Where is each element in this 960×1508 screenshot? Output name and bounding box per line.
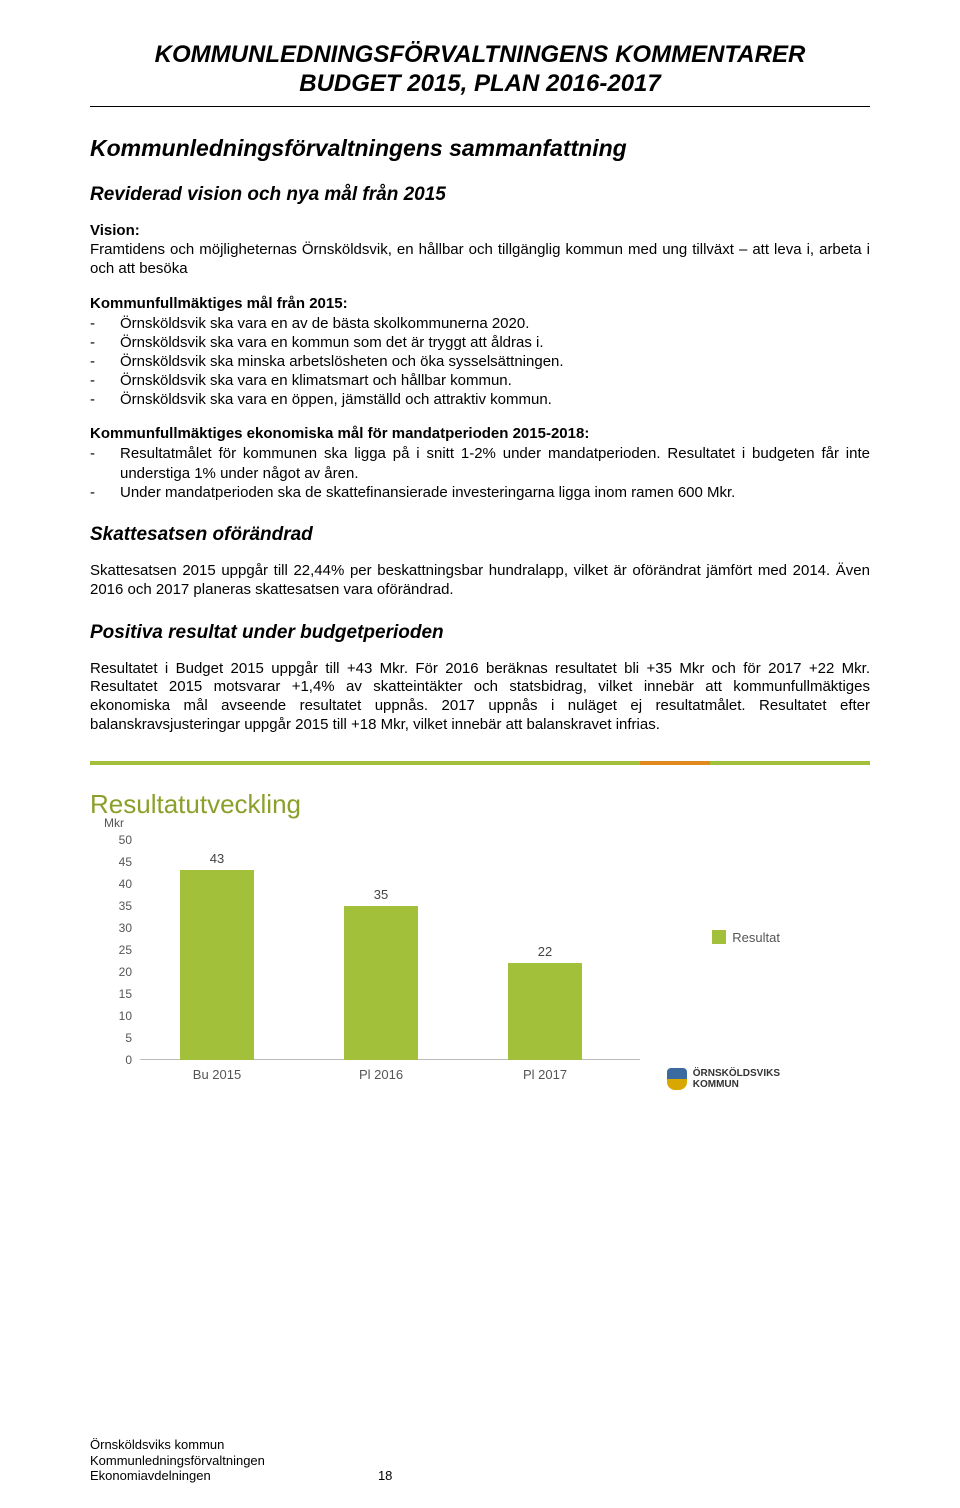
- bar-value-label: 43: [180, 851, 254, 866]
- y-tick-label: 45: [100, 855, 132, 869]
- logo-line2: KOMMUN: [693, 1079, 780, 1090]
- mal-label: Kommunfullmäktiges mål från 2015:: [90, 295, 870, 312]
- logo-line1: ÖRNSKÖLDSVIKS: [693, 1068, 780, 1079]
- y-tick-label: 5: [100, 1031, 132, 1045]
- page-title-line2: BUDGET 2015, PLAN 2016-2017: [90, 70, 870, 98]
- mal-list: -Örnsköldsvik ska vara en av de bästa sk…: [90, 314, 870, 410]
- x-tick-label: Pl 2016: [344, 1067, 418, 1082]
- x-tick-label: Pl 2017: [508, 1067, 582, 1082]
- bar-value-label: 22: [508, 944, 582, 959]
- chart-bar: 43Bu 2015: [180, 870, 254, 1059]
- page-title-line1: KOMMUNLEDNINGSFÖRVALTNINGENS KOMMENTARER: [90, 40, 870, 70]
- footer-line2: Kommunledningsförvaltningen: [90, 1453, 870, 1469]
- list-item: -Örnsköldsvik ska vara en öppen, jämstäl…: [90, 390, 870, 409]
- x-tick-label: Bu 2015: [180, 1067, 254, 1082]
- y-tick-label: 40: [100, 877, 132, 891]
- eko-list: -Resultatmålet för kommunen ska ligga på…: [90, 444, 870, 502]
- skatt-heading: Skattesatsen oförändrad: [90, 524, 870, 546]
- y-tick-label: 50: [100, 833, 132, 847]
- accent-mark: [640, 761, 710, 765]
- list-item: -Örnsköldsvik ska vara en av de bästa sk…: [90, 314, 870, 333]
- skatt-text: Skattesatsen 2015 uppgår till 22,44% per…: [90, 562, 870, 600]
- chart-legend: Resultat: [712, 930, 780, 945]
- y-tick-label: 0: [100, 1053, 132, 1067]
- list-item: -Resultatmålet för kommunen ska ligga på…: [90, 444, 870, 482]
- list-item: -Under mandatperioden ska de skattefinan…: [90, 483, 870, 502]
- chart-title: Resultatutveckling: [90, 789, 870, 820]
- list-item: -Örnsköldsvik ska vara en klimatsmart oc…: [90, 371, 870, 390]
- legend-swatch: [712, 930, 726, 944]
- page-footer: Örnsköldsviks kommun Kommunledningsförva…: [90, 1437, 870, 1484]
- chart-container: Resultatutveckling Mkr Resultat ÖRNSKÖLD…: [90, 761, 870, 1081]
- footer-line3: Ekonomiavdelningen: [90, 1468, 211, 1483]
- vision-heading: Reviderad vision och nya mål från 2015: [90, 184, 870, 206]
- list-item: -Örnsköldsvik ska vara en kommun som det…: [90, 333, 870, 352]
- chart-bar: 22Pl 2017: [508, 963, 582, 1060]
- y-tick-label: 30: [100, 921, 132, 935]
- chart-plot: Mkr Resultat ÖRNSKÖLDSVIKS KOMMUN 051015…: [140, 840, 640, 1060]
- vision-text: Framtidens och möjligheternas Örnsköldsv…: [90, 241, 870, 279]
- resultat-heading: Positiva resultat under budgetperioden: [90, 622, 870, 644]
- crest-icon: [667, 1068, 687, 1090]
- y-tick-label: 25: [100, 943, 132, 957]
- y-tick-label: 20: [100, 965, 132, 979]
- bar-value-label: 35: [344, 887, 418, 902]
- chart-bar: 35Pl 2016: [344, 906, 418, 1060]
- summary-heading: Kommunledningsförvaltningens sammanfattn…: [90, 135, 870, 162]
- kommun-logo: ÖRNSKÖLDSVIKS KOMMUN: [667, 1068, 780, 1090]
- y-tick-label: 35: [100, 899, 132, 913]
- header-divider: [90, 106, 870, 107]
- eko-label: Kommunfullmäktiges ekonomiska mål för ma…: [90, 425, 870, 442]
- y-axis-label: Mkr: [104, 816, 124, 830]
- page-number: 18: [378, 1468, 392, 1483]
- y-tick-label: 15: [100, 987, 132, 1001]
- list-item: -Örnsköldsvik ska minska arbetslösheten …: [90, 352, 870, 371]
- footer-line1: Örnsköldsviks kommun: [90, 1437, 870, 1453]
- y-tick-label: 10: [100, 1009, 132, 1023]
- resultat-text: Resultatet i Budget 2015 uppgår till +43…: [90, 660, 870, 735]
- legend-label: Resultat: [732, 930, 780, 945]
- vision-label: Vision:: [90, 222, 870, 239]
